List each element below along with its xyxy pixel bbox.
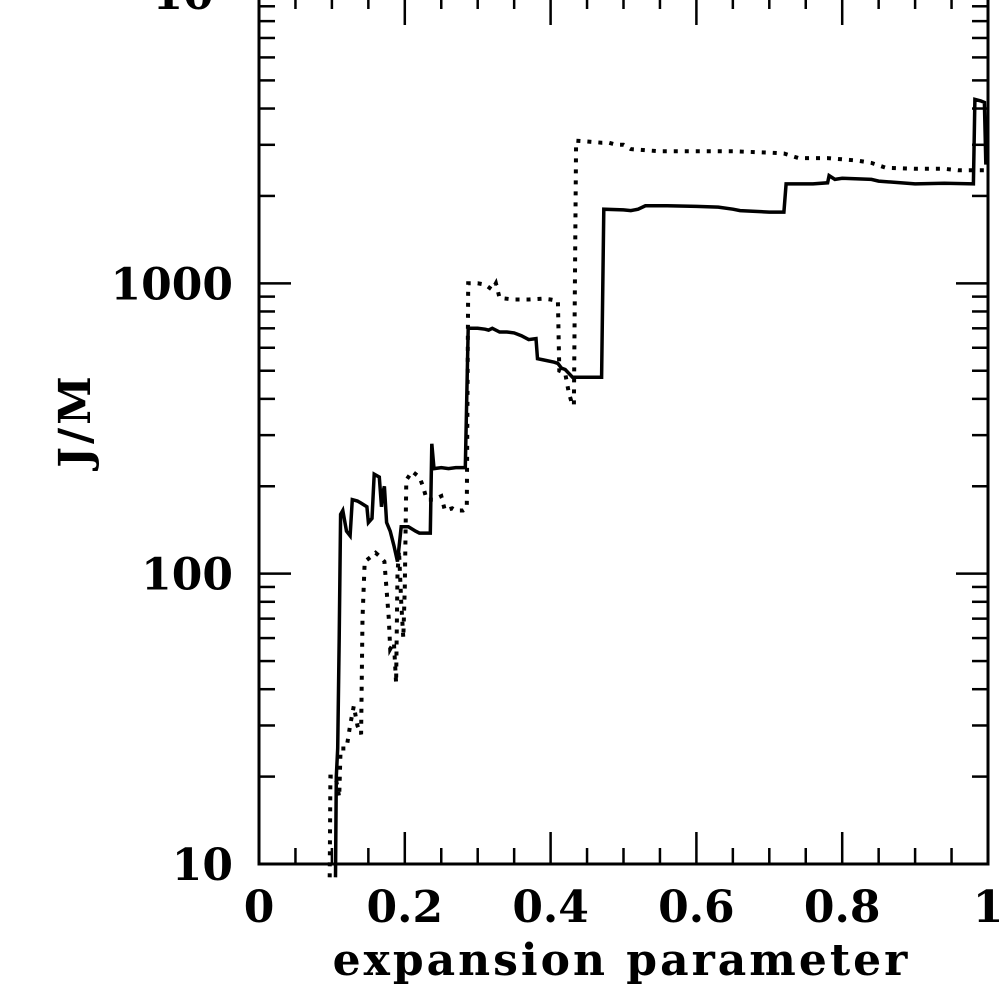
y-tick-label: 10⁴ [152, 0, 233, 20]
tick-marks [257, 0, 990, 866]
x-tick-label: 0.6 [658, 882, 735, 933]
series-group [327, 97, 988, 878]
y-tick-label: 10 [172, 840, 233, 891]
solid-series-line [333, 97, 988, 878]
y-tick-label: 1000 [111, 259, 233, 310]
x-tick-label: 0.4 [512, 882, 589, 933]
dotted-series-line [327, 138, 988, 878]
y-tick-labels: 10 100 1000 10⁴ [111, 0, 233, 891]
x-tick-label: 0.2 [367, 882, 444, 933]
y-tick-label: 100 [141, 550, 233, 601]
x-axis-title: expansion parameter [333, 935, 911, 986]
x-tick-label: 0 [244, 882, 275, 933]
plot-frame [257, 0, 990, 866]
x-tick-label: 0.8 [804, 882, 881, 933]
x-tick-label: 1 [973, 882, 1004, 933]
x-tick-labels: 0 0.2 0.4 0.6 0.8 1 [244, 882, 1004, 933]
y-axis-title: J/M [50, 373, 101, 472]
